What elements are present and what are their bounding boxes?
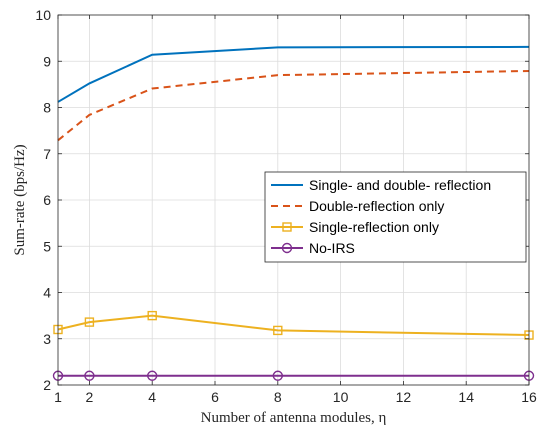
x-tick-label: 4	[148, 389, 156, 405]
legend: Single- and double- reflection Double-ref…	[264, 171, 527, 263]
series-line	[57, 314, 530, 337]
series-layer	[52, 45, 535, 381]
legend-marker	[281, 242, 293, 254]
legend-box	[264, 171, 527, 263]
series-point	[84, 317, 95, 327]
x-tick-label: 12	[396, 389, 412, 405]
legend-label: Double-reflection only	[309, 198, 444, 214]
y-tick-label: 9	[43, 53, 51, 69]
x-tick-label: 14	[458, 389, 474, 405]
x-axis-label: Number of antenna modules, η	[201, 410, 387, 426]
y-tick-label: 3	[43, 331, 51, 347]
legend-entry: Single- and double- reflection	[271, 177, 491, 193]
legend-entry: No-IRS	[271, 240, 355, 256]
y-tick-label: 7	[43, 146, 51, 162]
series-point	[146, 370, 158, 381]
legend-label: Single-reflection only	[309, 219, 439, 235]
x-tick-label: 10	[333, 389, 349, 405]
x-tick-label: 6	[211, 389, 219, 405]
legend-marker	[282, 222, 292, 232]
x-tick-label: 16	[521, 389, 537, 405]
series-point	[147, 310, 157, 321]
series-line	[57, 45, 530, 103]
legend-label: No-IRS	[309, 240, 355, 256]
y-tick-label: 5	[43, 238, 51, 254]
y-tick-label: 2	[43, 377, 51, 393]
legend-entry: Single-reflection only	[271, 219, 439, 235]
series-point	[84, 370, 95, 381]
x-tick-label: 8	[274, 389, 282, 405]
y-tick-label: 8	[43, 100, 51, 116]
series-point	[272, 370, 283, 381]
legend-label: Single- and double- reflection	[309, 177, 491, 193]
legend-entries: Single- and double- reflection Double-ref…	[271, 177, 491, 256]
y-tick-label: 4	[43, 285, 51, 301]
x-tick-label: 2	[86, 389, 94, 405]
series-point	[273, 325, 283, 336]
x-tick-label: 1	[54, 389, 62, 405]
y-tick-label: 10	[35, 7, 51, 23]
y-axis-label: Sum-rate (bps/Hz)	[12, 144, 28, 255]
series-line	[57, 69, 530, 142]
legend-entry: Double-reflection only	[271, 198, 444, 214]
series-2	[57, 69, 530, 142]
y-tick-label: 6	[43, 192, 51, 208]
series-1	[57, 45, 530, 103]
